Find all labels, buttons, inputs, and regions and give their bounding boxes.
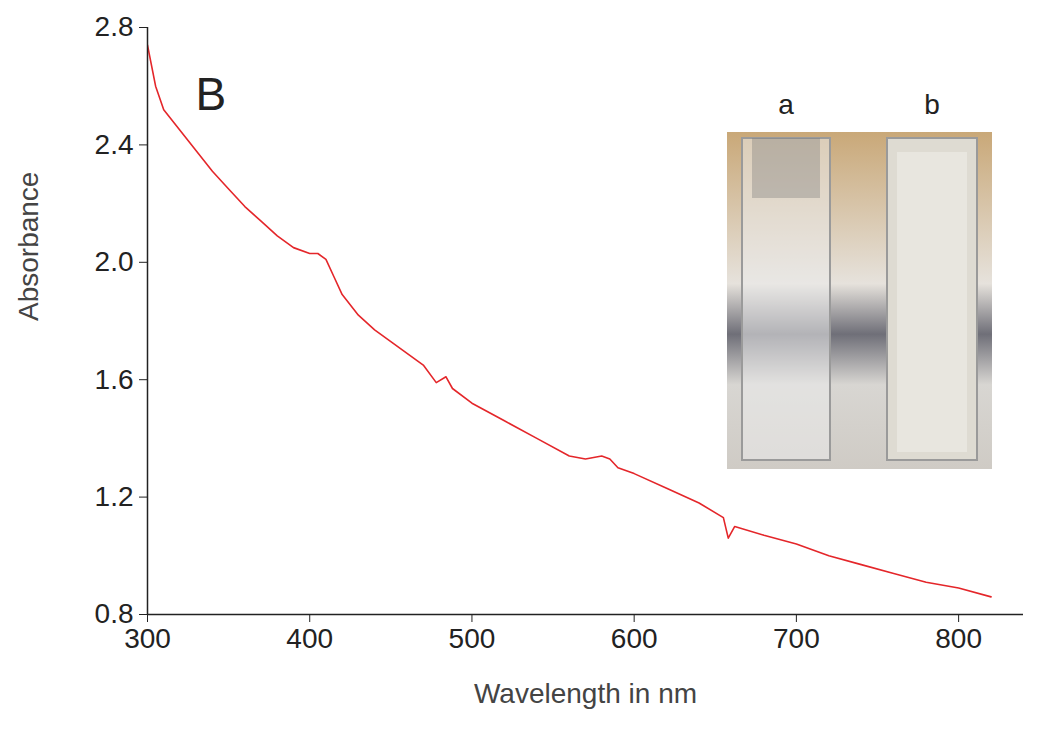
svg-text:300: 300: [124, 623, 171, 655]
svg-text:Wavelength in nm: Wavelength in nm: [474, 678, 697, 709]
svg-text:2.0: 2.0: [95, 246, 134, 277]
svg-text:500: 500: [449, 623, 496, 654]
svg-text:a: a: [778, 89, 794, 120]
svg-text:Absorbance: Absorbance: [13, 172, 44, 321]
svg-text:b: b: [924, 89, 940, 120]
svg-text:1.2: 1.2: [95, 481, 134, 512]
svg-text:1.6: 1.6: [95, 364, 134, 395]
svg-text:B: B: [196, 68, 227, 120]
svg-text:400: 400: [286, 623, 333, 654]
svg-text:0.8: 0.8: [95, 598, 134, 629]
svg-text:800: 800: [935, 623, 982, 654]
svg-text:700: 700: [773, 623, 820, 654]
svg-text:2.4: 2.4: [95, 129, 134, 160]
svg-text:2.8: 2.8: [95, 11, 134, 42]
svg-text:600: 600: [611, 623, 658, 654]
